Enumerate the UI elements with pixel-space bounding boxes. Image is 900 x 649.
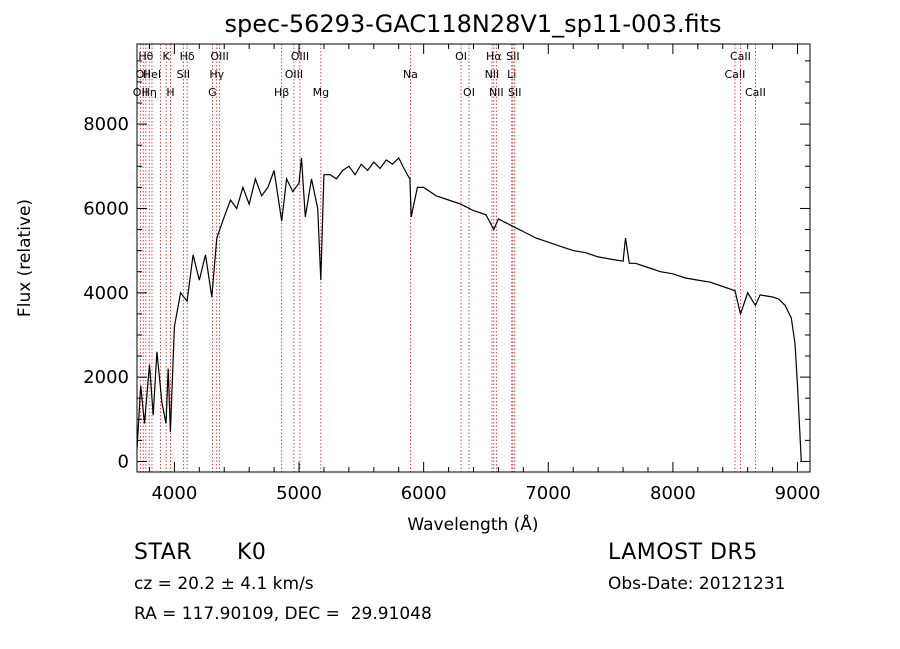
x-tick-label-0: 4000 [151,483,197,504]
y-tick-label-0: 0 [118,451,129,472]
y-tick-label-1: 2000 [83,367,129,388]
line-label-4: HeI [143,68,161,81]
line-label-12: OIII [210,50,228,63]
line-label-26: CaII [725,68,746,81]
survey-name: LAMOST DR5 [608,540,758,565]
line-label-23: Li [507,68,516,81]
sky-coordinates: RA = 117.90109, DEC = 29.91048 [134,604,432,624]
x-tick-label-1: 5000 [276,483,322,504]
y-tick-label-3: 6000 [83,198,129,219]
line-label-14: OIII [285,68,303,81]
line-label-8: SII [177,68,190,81]
line-label-17: Na [403,68,418,81]
line-label-20: NII [485,68,500,81]
x-tick-label-3: 7000 [525,483,571,504]
line-label-27: CaII [730,50,751,63]
line-label-25: SII [508,86,521,99]
line-label-11: Hγ [209,68,224,81]
line-label-21: Hα [486,50,502,63]
x-tick-label-2: 6000 [401,483,447,504]
chart-title: spec-56293-GAC118N28V1_sp11-003.fits [225,10,722,38]
line-label-7: H [166,86,174,99]
y-axis-ticks: 0 2000 4000 6000 8000 [83,60,810,472]
line-label-9: Hδ [180,50,195,63]
plot-frame [136,43,811,473]
x-tick-label-5: 9000 [775,483,821,504]
line-label-6: K [163,50,171,63]
y-tick-label-2: 4000 [83,283,129,304]
line-label-19: OI [463,86,475,99]
line-label-1: OII [136,68,151,81]
line-label-15: OIII [291,50,309,63]
line-label-24: SII [506,50,519,63]
y-tick-label-4: 8000 [83,114,129,135]
line-label-16: Mg [313,86,329,99]
object-subclass: K0 [237,540,267,565]
line-label-22: NII [489,86,504,99]
spectrum-series-line [136,156,802,462]
x-axis-label: Wavelength (Å) [407,513,538,535]
line-label-2: Hθ [138,50,153,63]
redshift-readout: cz = 20.2 ± 4.1 km/s [134,574,314,594]
line-label-18: OI [455,50,467,63]
line-label-10: G [208,86,217,99]
x-axis-ticks: 4000 5000 6000 7000 8000 9000 [148,44,821,504]
y-axis-label: Flux (relative) [15,199,35,317]
spectral-line-markers: OIIOIIHθHηHeIKHSIIHδGHγOIIIHβOIIIOIIIMgN… [133,44,766,472]
observation-date: Obs-Date: 20121231 [608,574,786,594]
line-label-13: Hβ [274,86,289,99]
line-label-3: Hη [142,86,157,99]
line-label-28: CaII [745,86,766,99]
x-tick-label-4: 8000 [650,483,696,504]
object-type: STAR [134,540,193,565]
